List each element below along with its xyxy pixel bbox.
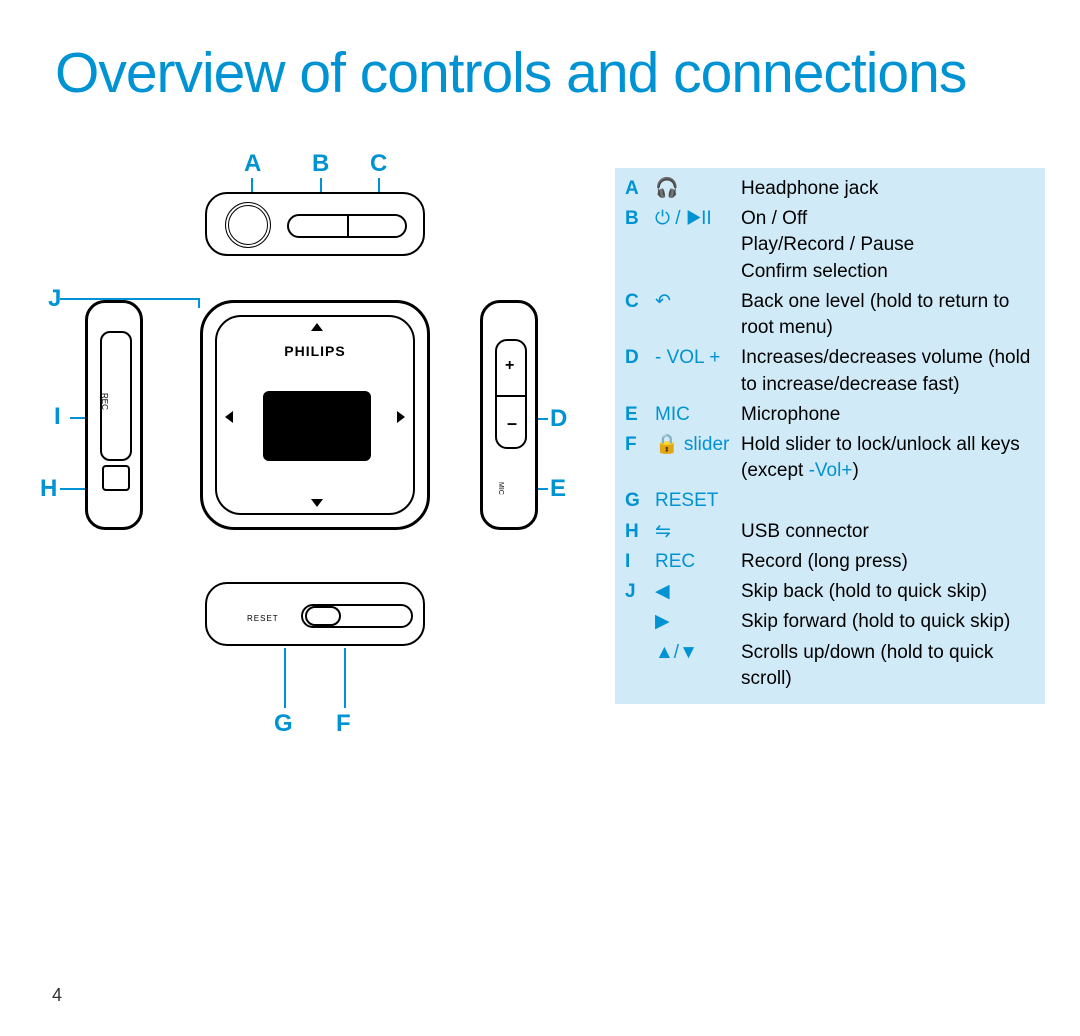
plus-icon: + (505, 357, 514, 375)
label-I: I (54, 403, 61, 431)
device-right-view: + – MIC (480, 300, 538, 530)
legend-icon: ◀ (655, 579, 741, 605)
page-title: Overview of controls and connections (55, 40, 966, 106)
down-icon (311, 499, 323, 507)
legend-letter: H (625, 519, 655, 545)
legend-icon: ⏻ / ▶II (655, 206, 741, 285)
legend-row: B⏻ / ▶IIOn / OffPlay/Record / PauseConfi… (615, 204, 1045, 287)
legend-icon: ▲/▼ (655, 640, 741, 692)
legend-icon: 🔒 slider (655, 432, 741, 484)
legend-description: Scrolls up/down (hold to quick scroll) (741, 640, 1035, 692)
device-top-view (205, 192, 425, 256)
legend-description: Increases/decreases volume (hold to incr… (741, 345, 1035, 397)
label-F: F (336, 710, 351, 738)
legend-description: Skip back (hold to quick skip) (741, 579, 1035, 605)
leader-line (198, 298, 200, 308)
headphone-jack-icon (225, 202, 271, 248)
legend-letter: E (625, 402, 655, 428)
legend-letter (625, 640, 655, 692)
legend-description: Skip forward (hold to quick skip) (741, 609, 1035, 635)
usb-port-icon (102, 465, 130, 491)
legend-icon: - VOL + (655, 345, 741, 397)
legend-row: H⇋USB connector (615, 517, 1045, 547)
legend-icon: ▶ (655, 609, 741, 635)
leader-line (284, 648, 286, 708)
legend-description (741, 488, 1035, 514)
top-buttons (287, 214, 407, 238)
legend-icon: MIC (655, 402, 741, 428)
label-A: A (244, 150, 261, 178)
device-left-view: REC (85, 300, 143, 530)
device-bottom-view: RESET (205, 582, 425, 646)
legend-row: F🔒 sliderHold slider to lock/unlock all … (615, 430, 1045, 486)
page-number: 4 (52, 985, 62, 1006)
label-H: H (40, 475, 57, 503)
legend-row: GRESET (615, 486, 1045, 516)
legend-letter: C (625, 289, 655, 341)
screen (263, 391, 371, 461)
legend-letter: B (625, 206, 655, 285)
device-diagram: A B C D E F G H I J REC PHILIPS + – MIC (30, 150, 590, 730)
legend-row: D- VOL +Increases/decreases volume (hold… (615, 343, 1045, 399)
legend-letter: A (625, 176, 655, 202)
minus-icon: – (507, 413, 517, 434)
leader-line (60, 298, 200, 300)
legend-letter (625, 609, 655, 635)
legend-description: USB connector (741, 519, 1035, 545)
brand-label: PHILIPS (203, 343, 427, 359)
legend-description: On / OffPlay/Record / PauseConfirm selec… (741, 206, 1035, 285)
legend-description: Microphone (741, 402, 1035, 428)
label-G: G (274, 710, 293, 738)
legend-letter: F (625, 432, 655, 484)
label-D: D (550, 405, 567, 433)
legend-description: Hold slider to lock/unlock all keys (exc… (741, 432, 1035, 484)
legend-icon: REC (655, 549, 741, 575)
legend-row: A🎧Headphone jack (615, 174, 1045, 204)
label-E: E (550, 475, 566, 503)
device-front-view: PHILIPS (200, 300, 430, 530)
legend-row: J◀Skip back (hold to quick skip) (615, 577, 1045, 607)
legend-table: A🎧Headphone jackB⏻ / ▶IIOn / OffPlay/Rec… (615, 168, 1045, 704)
label-B: B (312, 150, 329, 178)
legend-row: IRECRecord (long press) (615, 547, 1045, 577)
reset-text: RESET (247, 614, 279, 623)
legend-row: ▶Skip forward (hold to quick skip) (615, 607, 1045, 637)
up-icon (311, 323, 323, 331)
rec-text: REC (100, 393, 109, 410)
left-icon (225, 411, 233, 423)
leader-line (344, 648, 346, 708)
legend-letter: G (625, 488, 655, 514)
legend-letter: I (625, 549, 655, 575)
mic-text: MIC (497, 482, 504, 495)
legend-letter: J (625, 579, 655, 605)
label-C: C (370, 150, 387, 178)
legend-row: EMICMicrophone (615, 400, 1045, 430)
legend-icon: 🎧 (655, 176, 741, 202)
legend-row: ▲/▼Scrolls up/down (hold to quick scroll… (615, 638, 1045, 694)
legend-icon: RESET (655, 488, 741, 514)
lock-slider-knob (305, 606, 341, 626)
legend-description: Back one level (hold to return to root m… (741, 289, 1035, 341)
legend-letter: D (625, 345, 655, 397)
right-icon (397, 411, 405, 423)
legend-description: Record (long press) (741, 549, 1035, 575)
legend-row: C↶Back one level (hold to return to root… (615, 287, 1045, 343)
legend-icon: ⇋ (655, 519, 741, 545)
legend-icon: ↶ (655, 289, 741, 341)
legend-description: Headphone jack (741, 176, 1035, 202)
